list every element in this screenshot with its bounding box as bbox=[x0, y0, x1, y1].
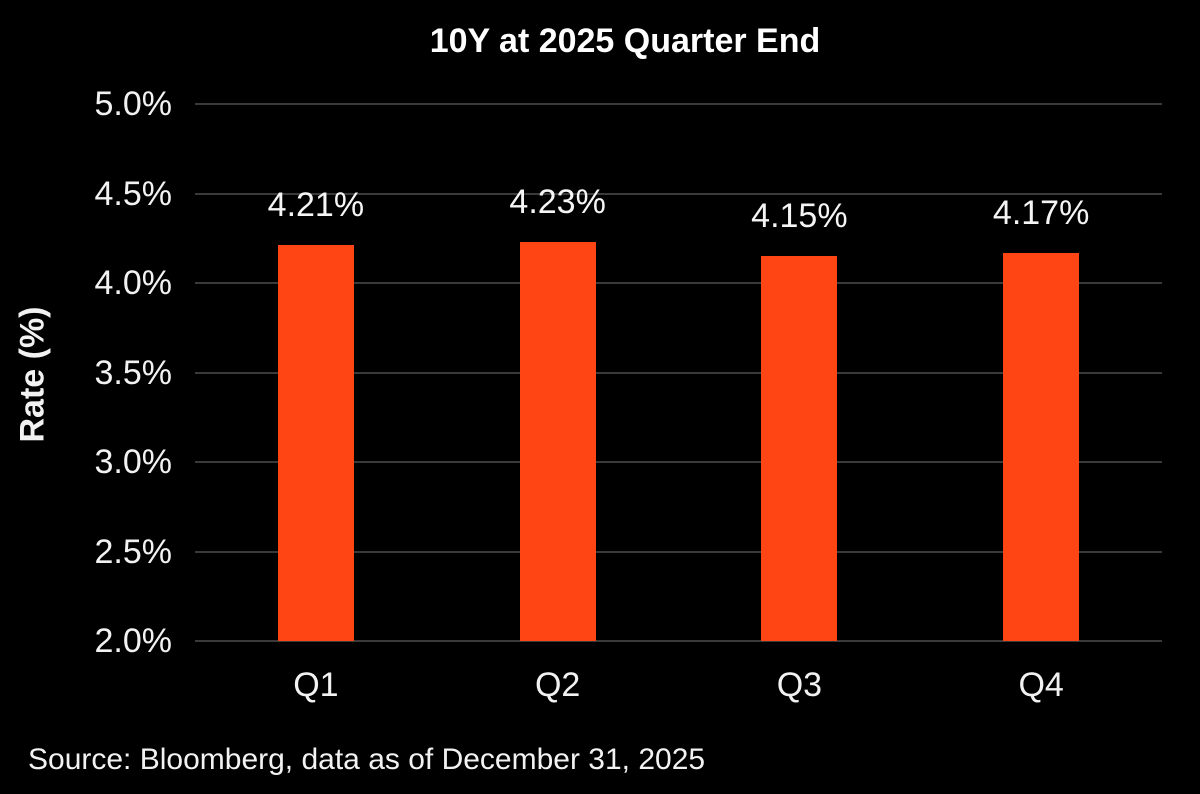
source-note: Source: Bloomberg, data as of December 3… bbox=[28, 743, 706, 776]
y-tick-label: 4.5% bbox=[94, 174, 173, 213]
bar-value-label: 4.21% bbox=[267, 186, 365, 225]
chart-title: 10Y at 2025 Quarter End bbox=[429, 22, 821, 60]
y-tick-label: 4.0% bbox=[94, 264, 173, 302]
bar-q1 bbox=[277, 245, 354, 641]
bar-value-label: 4.15% bbox=[751, 197, 848, 236]
bar-value-label: 4.17% bbox=[992, 193, 1090, 232]
bar-value-label: 4.23% bbox=[509, 182, 606, 221]
y-tick-label: 2.0% bbox=[94, 622, 173, 660]
gridline bbox=[195, 461, 1162, 463]
gridline bbox=[195, 550, 1162, 553]
y-tick-label: 5.0% bbox=[94, 85, 173, 123]
gridline bbox=[195, 282, 1162, 284]
gridline bbox=[195, 371, 1162, 374]
x-tick-label: Q2 bbox=[534, 666, 581, 704]
x-tick-label: Q3 bbox=[776, 666, 823, 704]
y-tick-label: 3.5% bbox=[94, 353, 173, 392]
y-tick-label: 2.5% bbox=[94, 532, 173, 571]
y-tick-label: 3.0% bbox=[94, 443, 173, 481]
x-axis-line bbox=[195, 640, 1162, 642]
gridline bbox=[195, 103, 1162, 105]
bar-q2 bbox=[519, 241, 596, 641]
gridline bbox=[195, 192, 1162, 195]
bar-q4 bbox=[1003, 252, 1080, 641]
bar-q3 bbox=[761, 256, 838, 641]
x-tick-label: Q1 bbox=[293, 666, 339, 704]
x-tick-label: Q4 bbox=[1018, 666, 1064, 704]
